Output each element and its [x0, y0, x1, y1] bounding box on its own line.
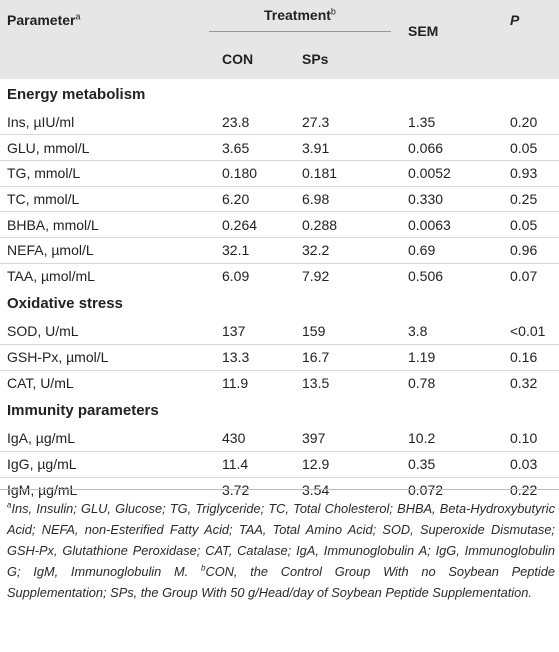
- header-row: Parametera Treatmentb SEM P: [0, 0, 559, 39]
- row-parameter: TC, mmol/L: [0, 185, 209, 212]
- row-parameter: CAT, U/mL: [0, 369, 209, 396]
- row-sps-value: 159: [302, 323, 326, 340]
- row-sem-value: 0.0063: [378, 211, 492, 238]
- table-row: GSH-Px, µmol/L 13.3 16.7 1.19 0.16: [0, 344, 559, 371]
- section-header-row: Oxidative stress: [0, 289, 559, 319]
- header-p: P: [510, 11, 520, 28]
- header-treatment: Treatmentb: [209, 0, 391, 39]
- row-sem-value: 0.066: [378, 134, 492, 161]
- row-parameter: Ins, µIU/ml: [7, 113, 75, 130]
- table-row: TAA, µmol/mL 6.09 7.92 0.506 0.07: [0, 262, 559, 289]
- data-table: Parametera Treatmentb SEM P CON SPs Ener…: [0, 0, 559, 503]
- subheader-row: CON SPs: [0, 39, 559, 79]
- row-p-value: 0.25: [492, 185, 559, 212]
- row-sem-value: 10.2: [408, 430, 436, 447]
- row-p-value: 0.93: [492, 159, 559, 187]
- row-con-value: 0.264: [209, 211, 298, 238]
- row-sps-value: 27.3: [302, 113, 330, 130]
- row-con-value: 23.8: [222, 113, 250, 130]
- footnote-a: Ins, Insulin; GLU, Glucose; TG, Triglyce…: [7, 501, 555, 579]
- table-row: TG, mmol/L 0.180 0.181 0.0052 0.93: [0, 159, 559, 187]
- row-sem-value: 0.35: [378, 451, 492, 478]
- row-p-value: 0.05: [492, 211, 559, 238]
- row-p-value: 0.10: [510, 430, 538, 447]
- row-con-value: 6.09: [209, 262, 298, 289]
- row-parameter: GSH-Px, µmol/L: [0, 344, 209, 371]
- row-parameter: TG, mmol/L: [0, 159, 209, 187]
- row-parameter: NEFA, µmol/L: [0, 236, 209, 264]
- row-sem-value: 0.69: [378, 236, 492, 264]
- row-parameter: BHBA, mmol/L: [0, 211, 209, 238]
- row-sem-value: 0.330: [378, 185, 492, 212]
- row-sem-value: 0.506: [378, 262, 492, 289]
- header-sps: SPs: [302, 51, 329, 67]
- row-p-value: 0.32: [492, 369, 559, 396]
- table-footnote: aIns, Insulin; GLU, Glucose; TG, Triglyc…: [7, 498, 555, 603]
- table-row: CAT, U/mL 11.9 13.5 0.78 0.32: [0, 369, 559, 396]
- row-sps-value: 6.98: [298, 185, 378, 212]
- row-sps-value: 12.9: [298, 451, 378, 478]
- row-p-value: 0.07: [492, 262, 559, 289]
- table-row: NEFA, µmol/L 32.1 32.2 0.69 0.96: [0, 236, 559, 264]
- row-sps-value: 13.5: [298, 369, 378, 396]
- table-row: BHBA, mmol/L 0.264 0.288 0.0063 0.05: [0, 211, 559, 238]
- row-parameter: GLU, mmol/L: [0, 134, 209, 161]
- section-title: Oxidative stress: [7, 295, 123, 313]
- row-con-value: 430: [222, 430, 246, 447]
- header-parameter: Parametera: [7, 10, 81, 28]
- section-header-row: Immunity parameters: [0, 396, 559, 426]
- row-con-value: 6.20: [209, 185, 298, 212]
- header-con: CON: [222, 51, 254, 67]
- row-sps-value: 397: [302, 430, 326, 447]
- table-row: SOD, U/mL 137 159 3.8 <0.01: [0, 319, 559, 345]
- table-row: TC, mmol/L 6.20 6.98 0.330 0.25: [0, 185, 559, 212]
- table-row: IgA, µg/mL 430 397 10.2 0.10: [0, 426, 559, 452]
- row-sps-value: 0.288: [298, 211, 378, 238]
- row-parameter: IgA, µg/mL: [7, 430, 75, 447]
- footnote-marker-b: b: [201, 563, 206, 573]
- row-sem-value: 1.19: [378, 344, 492, 371]
- row-p-value: 0.20: [510, 113, 538, 130]
- row-con-value: 0.180: [209, 159, 298, 187]
- row-p-value: 0.03: [492, 451, 559, 478]
- row-sps-value: 32.2: [298, 236, 378, 264]
- row-con-value: 3.65: [209, 134, 298, 161]
- row-sem-value: 1.35: [408, 113, 436, 130]
- table-row: IgG, µg/mL 11.4 12.9 0.35 0.03: [0, 451, 559, 478]
- section-header-row: Energy metabolism: [0, 79, 559, 109]
- row-con-value: 13.3: [209, 344, 298, 371]
- row-sps-value: 16.7: [298, 344, 378, 371]
- row-parameter: IgG, µg/mL: [0, 451, 209, 478]
- section-title: Energy metabolism: [7, 85, 146, 103]
- row-p-value: <0.01: [510, 323, 546, 340]
- footnote-marker-a: a: [7, 500, 12, 510]
- table-row: Ins, µIU/ml 23.8 27.3 1.35 0.20: [0, 109, 559, 135]
- row-sps-value: 3.91: [298, 134, 378, 161]
- row-con-value: 32.1: [209, 236, 298, 264]
- row-p-value: 0.16: [492, 344, 559, 371]
- row-sps-value: 7.92: [298, 262, 378, 289]
- table-bottom-rule: [0, 489, 559, 490]
- row-p-value: 0.05: [492, 134, 559, 161]
- row-parameter: TAA, µmol/mL: [0, 262, 209, 289]
- row-sem-value: 0.0052: [378, 159, 492, 187]
- row-sem-value: 3.8: [408, 323, 428, 340]
- header-sem: SEM: [408, 23, 439, 39]
- row-con-value: 11.4: [209, 451, 298, 478]
- row-p-value: 0.96: [492, 236, 559, 264]
- section-title: Immunity parameters: [7, 402, 159, 420]
- footnote-b: CON, the Control Group With no Soybean P…: [7, 564, 555, 600]
- row-sem-value: 0.78: [378, 369, 492, 396]
- table-row: GLU, mmol/L 3.65 3.91 0.066 0.05: [0, 134, 559, 161]
- row-con-value: 11.9: [209, 369, 298, 396]
- table-body: Energy metabolism Ins, µIU/ml 23.8 27.3 1.35…: [0, 79, 559, 503]
- row-sps-value: 0.181: [298, 159, 378, 187]
- row-con-value: 137: [222, 323, 246, 340]
- row-parameter: SOD, U/mL: [7, 323, 79, 340]
